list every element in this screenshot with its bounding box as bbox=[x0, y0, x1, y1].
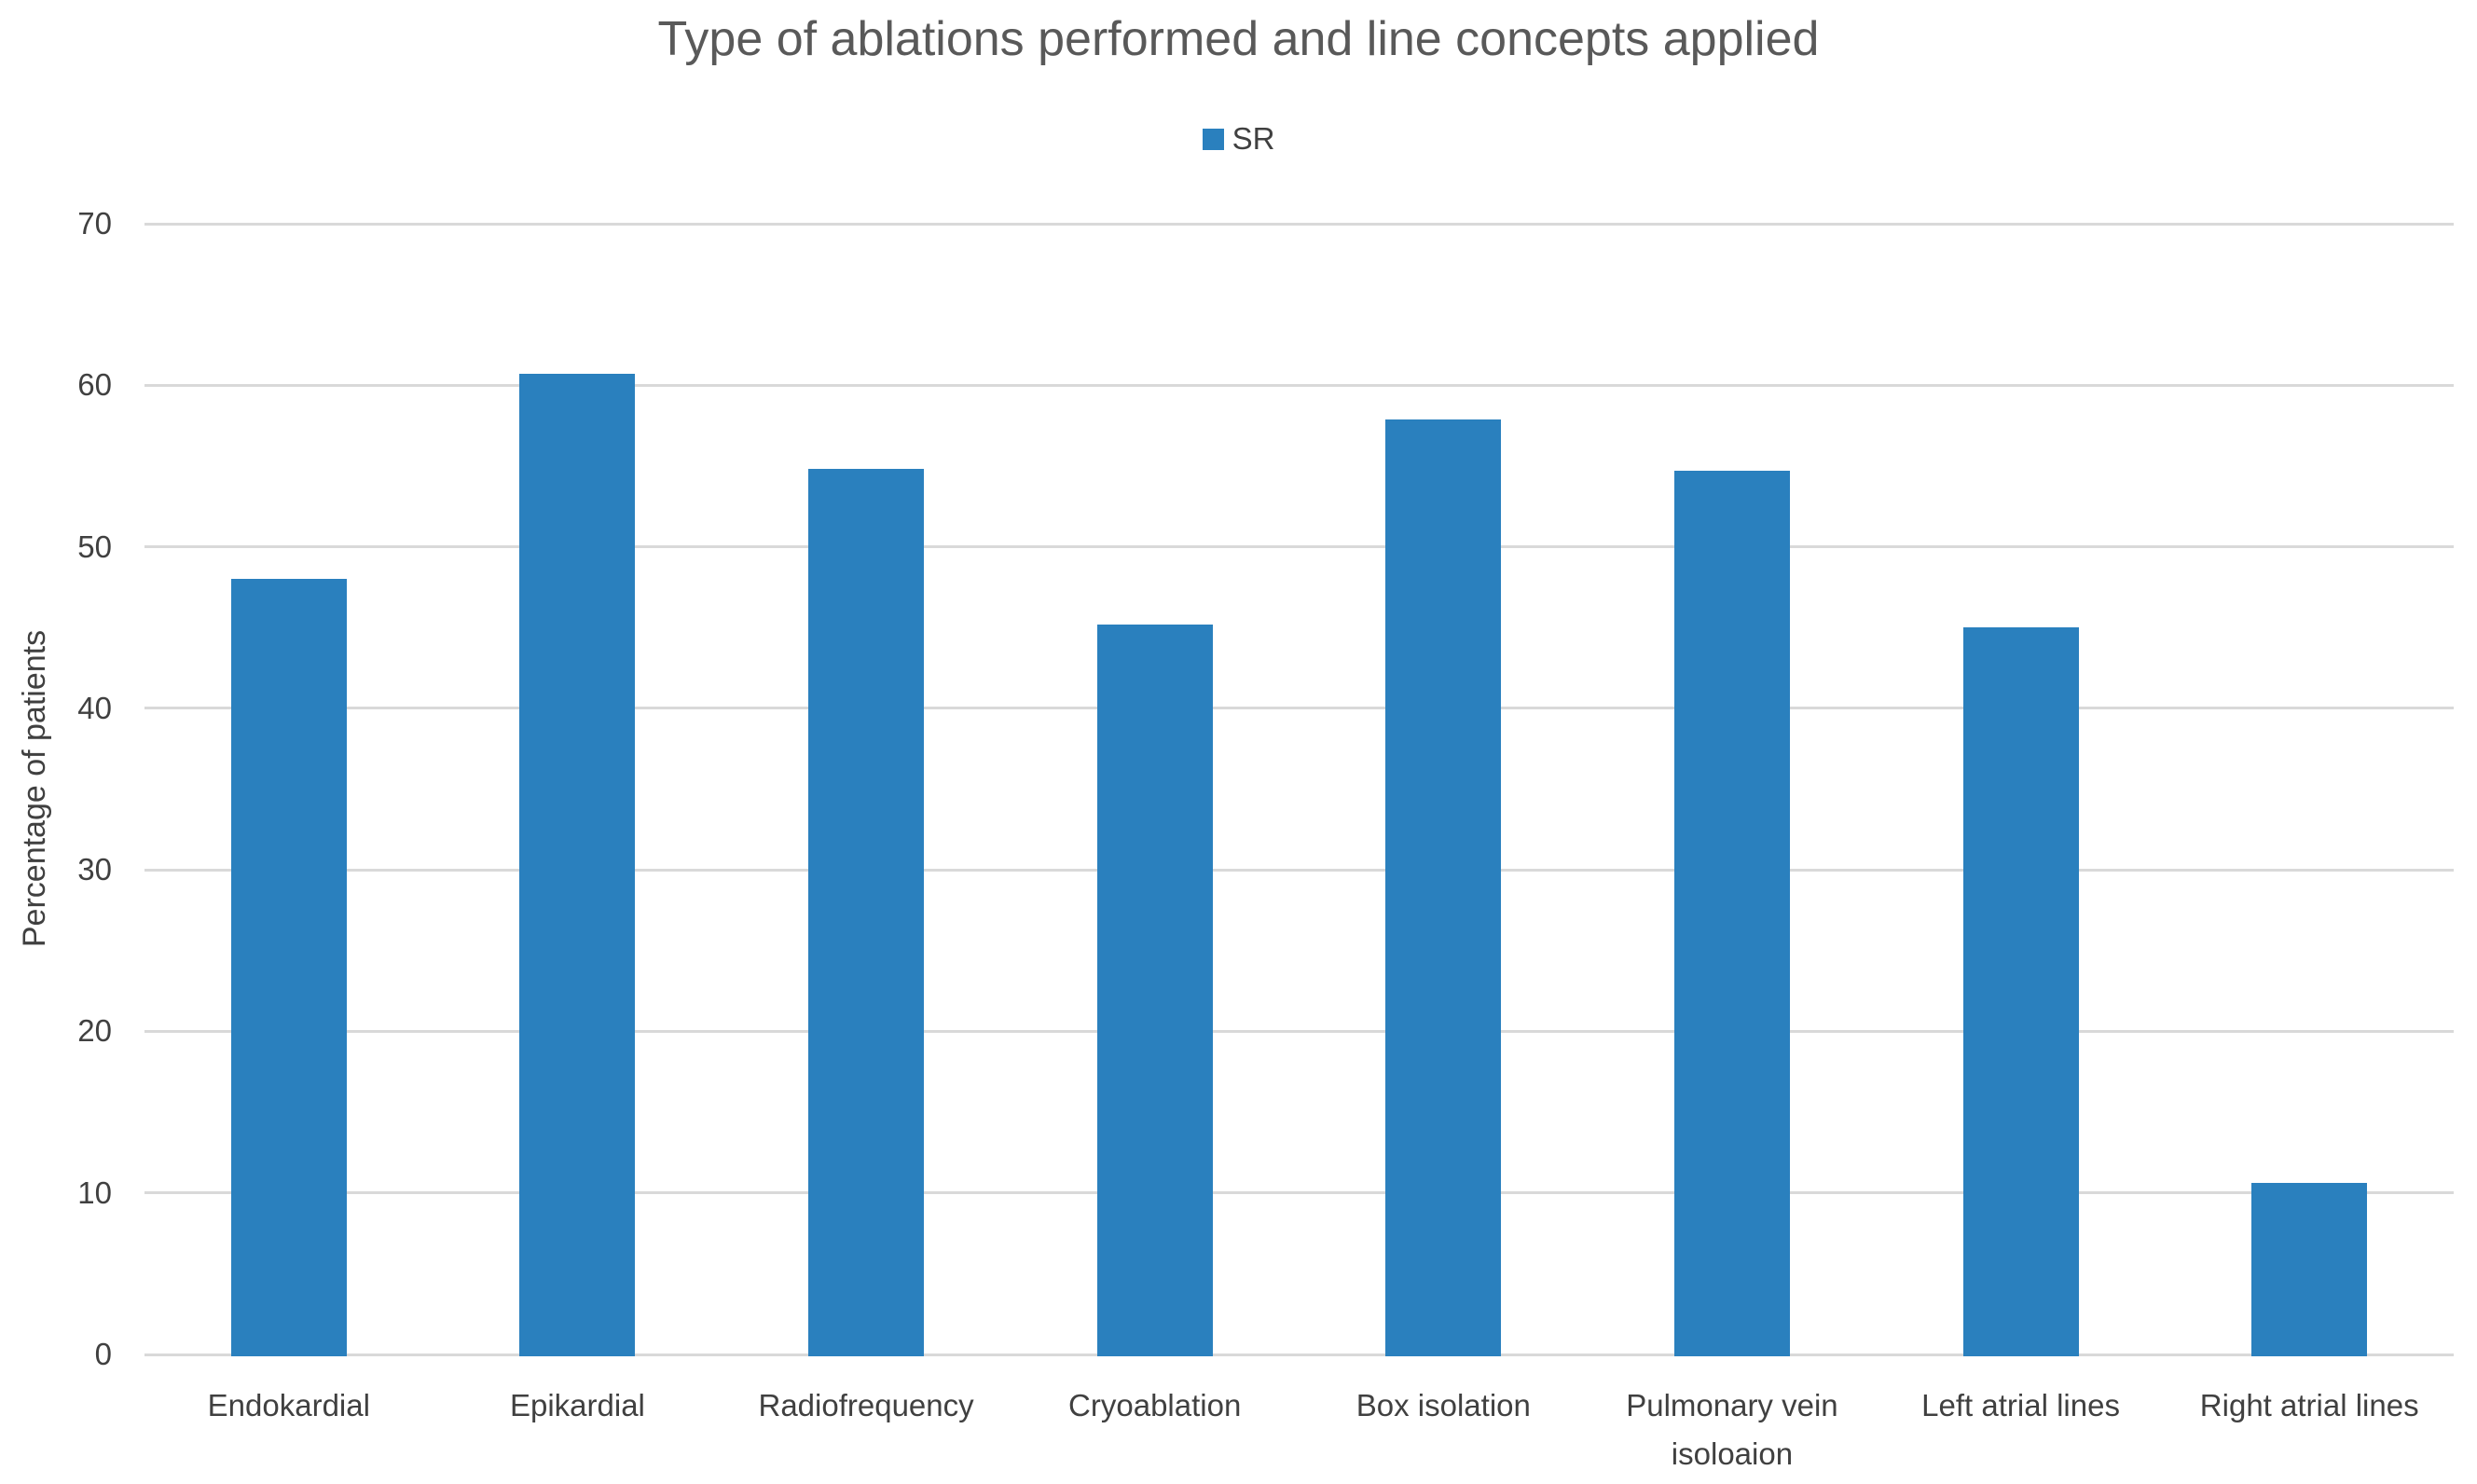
y-tick-label-20: 20 bbox=[77, 1013, 112, 1049]
gridline-70 bbox=[144, 222, 2454, 226]
legend-marker-sr-icon bbox=[1202, 128, 1224, 150]
x-tick-label-box-isolation: Box isolation bbox=[1355, 1388, 1531, 1422]
y-axis-title: Percentage of patients bbox=[17, 629, 52, 948]
x-tick-label-epikardial: Epikardial bbox=[509, 1388, 645, 1422]
chart-title: Type of ablations performed and line con… bbox=[657, 12, 1820, 66]
x-tick-label-left-atrial-lines: Left atrial lines bbox=[1921, 1388, 2120, 1422]
x-tick-label-cryoablation: Cryoablation bbox=[1068, 1388, 1242, 1422]
y-tick-label-70: 70 bbox=[77, 206, 112, 240]
bar-right-atrial-lines bbox=[2251, 1183, 2368, 1356]
gridline-10 bbox=[144, 1191, 2454, 1195]
bar-left-atrial-lines bbox=[1962, 627, 2079, 1356]
y-tick-label-30: 30 bbox=[77, 852, 112, 887]
x-tick-label-radiofrequency: Radiofrequency bbox=[758, 1388, 974, 1422]
legend: SR bbox=[0, 121, 2477, 157]
x-tick-label-pulmonary-vein-isoloaion: Pulmonary vein isoloaion bbox=[1626, 1388, 1838, 1471]
y-tick-label-60: 60 bbox=[77, 367, 112, 403]
x-axis-line bbox=[144, 1353, 2454, 1356]
bar-endokardial bbox=[230, 579, 347, 1356]
gridline-40 bbox=[144, 707, 2454, 710]
gridline-60 bbox=[144, 383, 2454, 387]
bar-cryoablation bbox=[1096, 624, 1213, 1356]
gridline-30 bbox=[144, 868, 2454, 872]
bar-pulmonary-vein-isoloaion bbox=[1673, 471, 1790, 1356]
legend-label-sr: SR bbox=[1232, 121, 1275, 156]
y-tick-label-50: 50 bbox=[77, 529, 112, 564]
bar-radiofrequency bbox=[808, 469, 925, 1356]
y-tick-label-10: 10 bbox=[77, 1175, 112, 1210]
y-tick-label-0: 0 bbox=[94, 1337, 112, 1371]
gridline-50 bbox=[144, 545, 2454, 549]
bar-box-isolation bbox=[1385, 419, 1502, 1356]
bar-epikardial bbox=[519, 374, 636, 1356]
gridline-20 bbox=[144, 1029, 2454, 1033]
x-tick-label-right-atrial-lines: Right atrial lines bbox=[2199, 1388, 2419, 1422]
x-tick-label-endokardial: Endokardial bbox=[207, 1388, 370, 1422]
y-tick-label-40: 40 bbox=[77, 690, 112, 725]
